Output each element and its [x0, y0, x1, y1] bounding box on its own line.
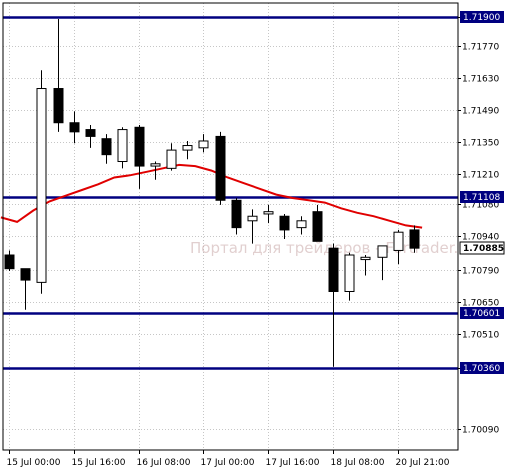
candle [150, 161, 161, 180]
y-tick-label: 1.71770 [462, 43, 499, 53]
x-tick-label: 18 Jul 08:00 [331, 458, 385, 468]
candle [69, 111, 80, 144]
candle [117, 127, 128, 169]
candle-body-bullish [360, 256, 371, 261]
candle [263, 204, 274, 224]
x-tick-label: 15 Jul 00:00 [7, 458, 61, 468]
candle-body-bullish [198, 140, 209, 149]
level-label-box [460, 362, 504, 374]
grid-lines [3, 3, 458, 450]
candle [215, 131, 226, 205]
level-label: 1.70601 [463, 309, 500, 319]
candle-body-bullish [36, 88, 47, 283]
level-label-box [460, 307, 504, 319]
y-tick-label: 1.70510 [462, 331, 499, 341]
y-tick-label: 1.71210 [462, 171, 499, 181]
candle-body-bullish [150, 163, 161, 167]
candle-body-bullish [182, 145, 193, 151]
candle [4, 250, 15, 271]
y-tick-label: 1.71350 [462, 139, 499, 149]
candle-body-bearish [231, 199, 242, 229]
candle [312, 204, 323, 242]
level-label-box [460, 11, 504, 23]
candle [20, 268, 31, 310]
x-tick-label: 15 Jul 16:00 [72, 458, 126, 468]
candle [409, 225, 420, 253]
y-tick-label: 1.70940 [462, 233, 499, 243]
candle-body-bullish [377, 245, 388, 258]
candle-body-bullish [117, 129, 128, 163]
candle [296, 216, 307, 235]
candle-body-bearish [85, 129, 96, 137]
candle-body-bullish [247, 215, 258, 222]
y-tick-label: 1.70090 [462, 426, 499, 436]
y-tick-label: 1.71490 [462, 107, 499, 117]
candle [328, 243, 339, 367]
candle-body-bearish [69, 122, 80, 133]
y-tick-label: 1.70790 [462, 267, 499, 277]
candle-body-bearish [312, 211, 323, 242]
candle [377, 245, 388, 281]
candle-body-bullish [166, 149, 177, 169]
y-tick-label: 1.71630 [462, 75, 499, 85]
candle [360, 255, 371, 276]
candle [134, 125, 145, 189]
candle [53, 18, 64, 132]
moving-average-line [0, 163, 423, 229]
candle [166, 143, 177, 171]
x-tick-label: 17 Jul 16:00 [266, 458, 320, 468]
candle-body-bullish [296, 220, 307, 229]
candle-body-bearish [20, 268, 31, 281]
candle [279, 213, 290, 240]
candles [4, 18, 420, 367]
candle-body-bullish [393, 231, 404, 251]
price-labels: 1.71900 1.71108 1.70601 1.70360 1.70885 [459, 11, 505, 374]
candle-body-bearish [215, 135, 226, 201]
candle-body-bearish [279, 215, 290, 231]
current-price-label: 1.70885 [463, 244, 504, 254]
y-tick-label: 1.70650 [462, 299, 499, 309]
candle-body-bearish [328, 247, 339, 292]
level-label: 1.70360 [463, 364, 500, 374]
candle [247, 209, 258, 244]
x-tick-label: 20 Jul 21:00 [396, 458, 450, 468]
level-label: 1.71900 [463, 13, 500, 23]
candle-body-bullish [263, 211, 274, 215]
candle [85, 125, 96, 148]
candle [36, 70, 47, 294]
current-price-box [459, 241, 505, 255]
candle [198, 134, 209, 153]
candle [393, 229, 404, 265]
horizontal-levels [3, 16, 458, 370]
candle-body-bearish [409, 229, 420, 249]
x-tick-label: 17 Jul 00:00 [201, 458, 255, 468]
candle [344, 252, 355, 301]
candle-body-bearish [4, 254, 15, 270]
y-tick-label: 1.71080 [462, 201, 499, 211]
level-label-box [460, 191, 504, 203]
time-axis: 15 Jul 00:00 15 Jul 16:00 16 Jul 08:00 17 J… [7, 450, 450, 468]
candle [231, 197, 242, 235]
candle-body-bearish [53, 88, 64, 124]
candle-body-bullish [344, 254, 355, 292]
candle-body-bearish [134, 126, 145, 167]
level-label: 1.71108 [463, 193, 500, 203]
plot-frame [2, 2, 459, 451]
candle-body-bearish [101, 138, 112, 156]
candle [182, 140, 193, 160]
x-tick-label: 16 Jul 08:00 [137, 458, 191, 468]
candle [101, 134, 112, 164]
